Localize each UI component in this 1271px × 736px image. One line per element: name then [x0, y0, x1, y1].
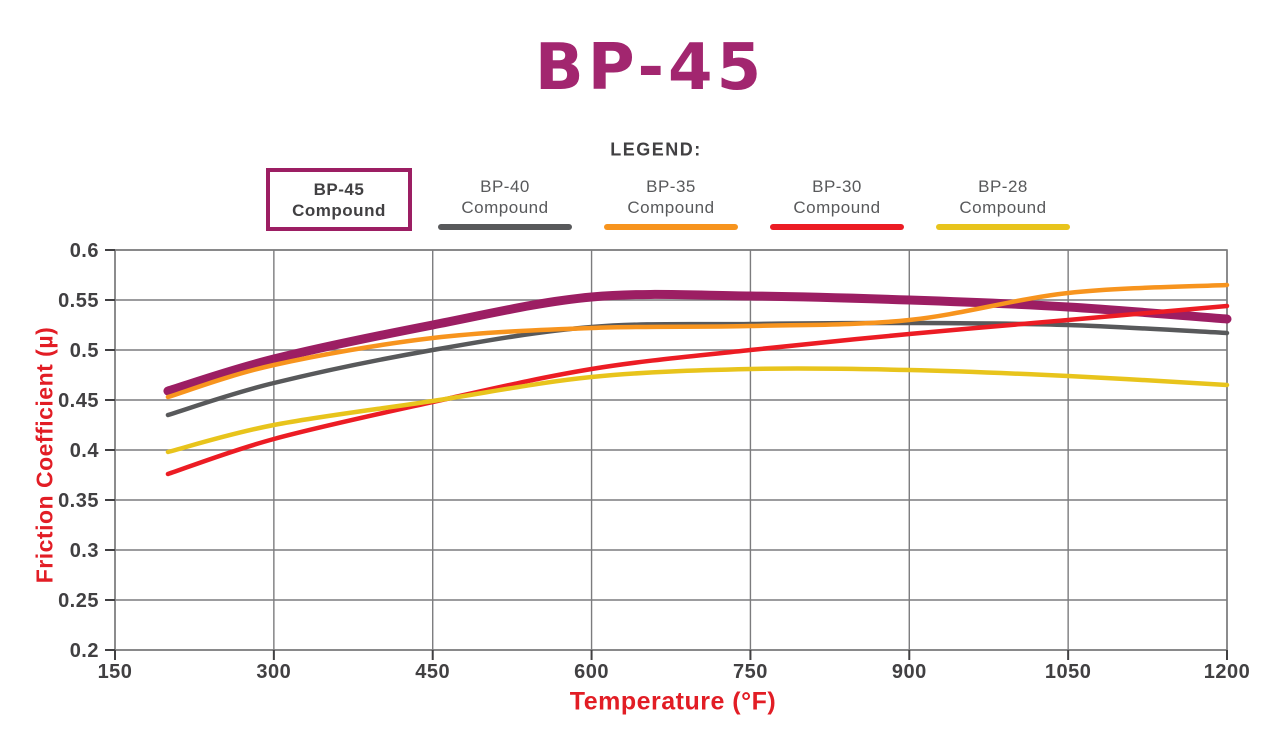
- legend-item-bp-28: BP-28 Compound: [930, 168, 1076, 230]
- y-tick-label-0.35: 0.35: [58, 490, 99, 512]
- legend-label-line2: Compound: [292, 201, 386, 220]
- y-tick-label-0.25: 0.25: [58, 590, 99, 612]
- legend-item-bp-35: BP-35 Compound: [598, 168, 744, 230]
- x-tick-label-600: 600: [574, 661, 609, 683]
- x-tick-label-750: 750: [733, 661, 768, 683]
- legend-label-line1: BP-35: [646, 177, 696, 196]
- legend: BP-45 Compound BP-40 Compound BP-35 Compound B…: [266, 168, 1076, 231]
- legend-color-bar-bp-28: [936, 224, 1070, 230]
- legend-color-bar-bp-35: [604, 224, 738, 230]
- x-tick-label-1050: 1050: [1045, 661, 1092, 683]
- legend-label-line2: Compound: [461, 198, 549, 217]
- series-path-bp-40-compound: [165, 320, 1230, 418]
- y-tick-label-0.5: 0.5: [70, 340, 99, 362]
- legend-label-line2: Compound: [793, 198, 881, 217]
- series-path-bp-28-compound: [165, 366, 1230, 455]
- legend-label-line2: Compound: [627, 198, 715, 217]
- x-tick-label-900: 900: [892, 661, 927, 683]
- legend-label-line1: BP-28: [978, 177, 1028, 196]
- legend-item-bp-30: BP-30 Compound: [764, 168, 910, 230]
- y-tick-label-0.55: 0.55: [58, 290, 99, 312]
- x-tick-label-300: 300: [256, 661, 291, 683]
- x-tick-label-450: 450: [415, 661, 450, 683]
- legend-label-line1: BP-45: [313, 180, 365, 199]
- legend-color-bar-bp-40: [438, 224, 572, 230]
- series-path-bp-45-compound: [163, 289, 1232, 396]
- x-tick-label-150: 150: [98, 661, 133, 683]
- y-tick-label-0.3: 0.3: [70, 540, 99, 562]
- y-tick-label-0.45: 0.45: [58, 390, 99, 412]
- x-axis-title: Temperature (°F): [569, 687, 777, 716]
- series-path-bp-30-compound: [165, 303, 1230, 477]
- legend-label-line1: BP-40: [480, 177, 530, 196]
- y-axis-title: Friction Coefficient (µ): [31, 326, 58, 584]
- legend-label-line2: Compound: [959, 198, 1047, 217]
- legend-label-line1: BP-30: [812, 177, 862, 196]
- legend-heading: LEGEND:: [610, 139, 702, 160]
- page-title: BP-45: [534, 31, 766, 105]
- legend-item-bp-45: BP-45 Compound: [266, 168, 412, 231]
- y-tick-label-0.4: 0.4: [70, 440, 100, 462]
- legend-color-bar-bp-30: [770, 224, 904, 230]
- y-tick-label-0.2: 0.2: [70, 640, 99, 662]
- legend-item-bp-40: BP-40 Compound: [432, 168, 578, 230]
- series-path-bp-35-compound: [165, 282, 1230, 400]
- x-tick-label-1200: 1200: [1204, 661, 1251, 683]
- y-tick-label-0.6: 0.6: [70, 240, 99, 262]
